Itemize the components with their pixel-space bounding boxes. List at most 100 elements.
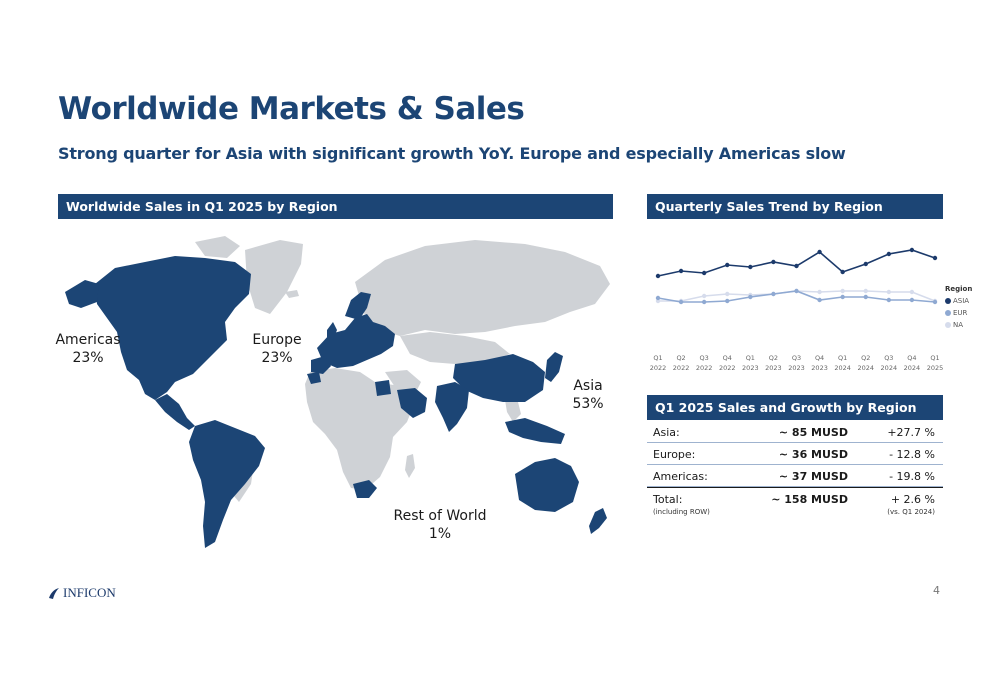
data-point-asia xyxy=(771,259,776,265)
morocco-shape xyxy=(307,372,321,384)
x-tick-label: 2023 xyxy=(788,364,805,372)
middle-east-shape xyxy=(385,370,421,394)
japan-shape xyxy=(545,352,563,382)
legend-label: ASIA xyxy=(953,297,970,305)
data-point-asia xyxy=(725,262,730,268)
region-label-rest-of-world: Rest of World 1% xyxy=(386,507,494,543)
egypt-shape xyxy=(375,380,391,396)
data-point-eur xyxy=(886,297,892,303)
total-region: Total: xyxy=(653,493,683,506)
central-asia-shape xyxy=(400,332,510,364)
se-asia-other-shape xyxy=(505,398,521,422)
legend-item-asia: ASIA xyxy=(945,295,972,307)
data-point-eur xyxy=(748,294,753,300)
x-tick-label: Q4 xyxy=(815,354,824,362)
data-point-na xyxy=(817,289,822,295)
x-tick-label: Q1 xyxy=(930,354,939,362)
region-label-americas: Americas 23% xyxy=(52,331,124,367)
china-shape xyxy=(453,354,545,402)
south-africa-shape xyxy=(353,480,377,498)
alaska-shape xyxy=(65,280,99,308)
total-sales: ~ 158 MUSD xyxy=(771,493,848,506)
data-point-asia xyxy=(932,255,938,261)
data-point-asia xyxy=(794,263,799,269)
x-tick-label: 2025 xyxy=(927,364,944,372)
row-sales: ~ 36 MUSD xyxy=(778,448,848,461)
data-point-asia xyxy=(886,251,892,257)
new-zealand-shape xyxy=(589,508,607,534)
data-point-asia xyxy=(909,247,915,253)
x-tick-label: 2022 xyxy=(719,364,736,372)
iceland-shape xyxy=(285,290,299,298)
x-tick-label: 2023 xyxy=(765,364,782,372)
x-tick-label: 2024 xyxy=(834,364,851,372)
map-land-highlight xyxy=(65,256,607,548)
row-sales: ~ 85 MUSD xyxy=(778,426,848,439)
x-tick-label: 2024 xyxy=(881,364,898,372)
legend-dot-icon xyxy=(945,298,951,304)
data-point-asia xyxy=(863,261,868,267)
row-growth: - 19.8 % xyxy=(889,470,935,483)
x-tick-label: Q1 xyxy=(653,354,662,362)
data-point-asia xyxy=(817,249,822,255)
russia-shape xyxy=(355,240,610,336)
legend-dot-icon xyxy=(945,310,951,316)
legend-item-eur: EUR xyxy=(945,307,972,319)
north-america-shape xyxy=(95,256,251,400)
x-tick-label: Q2 xyxy=(769,354,778,362)
se-asia-islands-shape xyxy=(505,418,565,444)
x-tick-label: Q1 xyxy=(746,354,755,362)
region-name: Europe xyxy=(252,332,302,348)
table-total-row: Total: ~ 158 MUSD + 2.6 % (including ROW… xyxy=(647,487,943,521)
row-growth: +27.7 % xyxy=(887,426,935,439)
data-point-na xyxy=(725,291,730,297)
iberia-shape xyxy=(311,356,331,374)
legend-dot-icon xyxy=(945,322,951,328)
x-tick-label: 2022 xyxy=(696,364,713,372)
row-sales: ~ 37 MUSD xyxy=(778,470,848,483)
x-tick-label: 2023 xyxy=(811,364,828,372)
x-tick-label: Q3 xyxy=(792,354,801,362)
data-point-eur xyxy=(794,288,799,294)
data-point-na xyxy=(701,293,707,299)
inficon-logo: INFICON xyxy=(47,585,116,601)
x-tick-label: 2024 xyxy=(857,364,874,372)
region-share: 23% xyxy=(72,350,104,366)
series-line-asia xyxy=(657,249,936,277)
map-panel-header: Worldwide Sales in Q1 2025 by Region xyxy=(58,194,613,219)
inficon-logo-icon xyxy=(49,588,59,599)
trend-panel-header: Quarterly Sales Trend by Region xyxy=(647,194,943,219)
sales-growth-table: Asia: ~ 85 MUSD +27.7 % Europe: ~ 36 MUS… xyxy=(647,421,943,521)
data-point-asia xyxy=(701,270,707,276)
x-tick-label: Q3 xyxy=(884,354,893,362)
x-tick-label: Q4 xyxy=(723,354,732,362)
table-row: Asia: ~ 85 MUSD +27.7 % xyxy=(647,421,943,443)
x-tick-label: Q3 xyxy=(700,354,709,362)
africa-shape xyxy=(305,368,415,490)
logo-text: INFICON xyxy=(63,585,116,600)
x-tick-label: Q2 xyxy=(676,354,685,362)
legend-title: Region xyxy=(945,285,973,293)
data-point-eur xyxy=(701,299,707,305)
data-point-asia xyxy=(748,264,753,270)
table-row: Americas: ~ 37 MUSD - 19.8 % xyxy=(647,465,943,487)
region-share: 23% xyxy=(261,350,293,366)
x-tick-label: 2022 xyxy=(673,364,690,372)
data-point-eur xyxy=(840,294,845,300)
arabia-shape xyxy=(397,388,427,418)
data-point-asia xyxy=(655,273,661,279)
x-tick-label: 2022 xyxy=(650,364,667,372)
data-point-eur xyxy=(655,295,661,301)
madagascar-shape xyxy=(405,454,415,478)
region-name: Americas xyxy=(55,332,121,348)
world-map xyxy=(65,236,610,548)
x-tick-label: Q2 xyxy=(861,354,870,362)
region-label-europe: Europe 23% xyxy=(242,331,312,367)
legend-label: EUR xyxy=(953,309,968,317)
total-note-right: (vs. Q1 2024) xyxy=(887,508,935,516)
table-row: Europe: ~ 36 MUSD - 12.8 % xyxy=(647,443,943,465)
data-point-eur xyxy=(909,297,915,303)
region-label-asia: Asia 53% xyxy=(560,377,616,413)
row-region: Americas: xyxy=(653,470,708,483)
row-region: Asia: xyxy=(653,426,680,439)
